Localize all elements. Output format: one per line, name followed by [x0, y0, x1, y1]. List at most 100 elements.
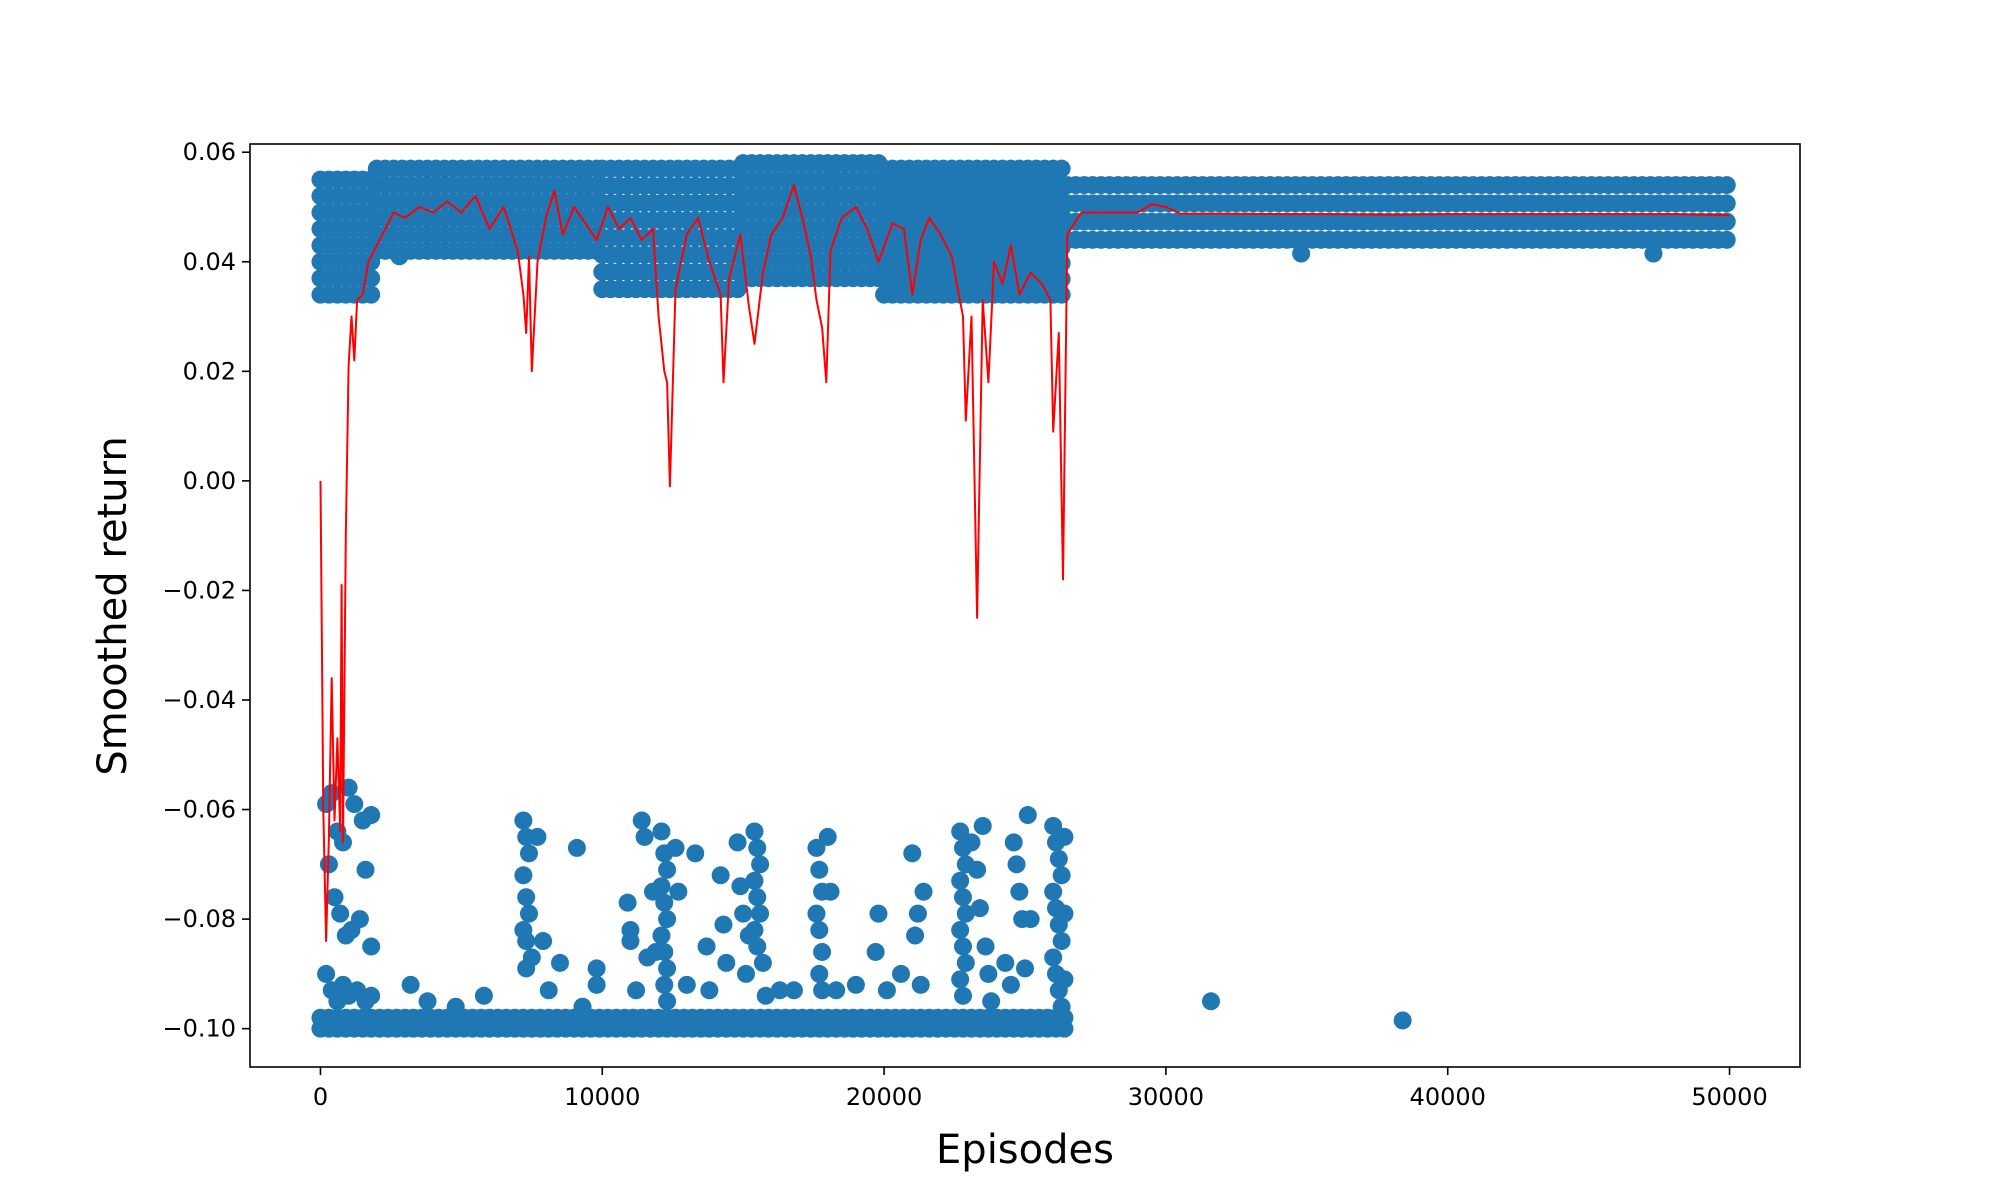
- scatter-point: [658, 910, 677, 929]
- scatter-point: [745, 871, 764, 890]
- scatter-point: [954, 986, 972, 1005]
- y-tick-label: 0.02: [183, 357, 236, 385]
- scatter-point: [976, 937, 995, 956]
- scatter-point: [745, 822, 764, 841]
- scatter-point: [390, 247, 409, 266]
- scatter-point: [520, 904, 538, 923]
- y-tick-label: −0.10: [162, 1015, 236, 1043]
- scatter-point: [517, 932, 536, 951]
- scatter-point: [717, 953, 736, 972]
- scatter-point: [753, 953, 772, 972]
- scatter-point: [810, 964, 829, 983]
- y-axis-title: Smoothed return: [90, 436, 136, 775]
- scatter-point: [1052, 997, 1071, 1016]
- scatter-point: [756, 986, 775, 1005]
- scatter-point: [627, 981, 646, 1000]
- scatter-point: [962, 833, 981, 852]
- scatter-point: [711, 866, 730, 885]
- x-axis: 0 10000 20000 30000 40000 50000: [313, 1067, 1768, 1111]
- scatter-point: [911, 975, 930, 994]
- scatter-point: [951, 871, 970, 890]
- scatter-point: [418, 992, 437, 1011]
- scatter-point: [827, 981, 846, 1000]
- scatter-point: [362, 806, 381, 825]
- scatter-point: [714, 915, 733, 934]
- scatter-point: [748, 888, 767, 907]
- scatter-point: [1052, 269, 1071, 288]
- scatter-point: [401, 975, 420, 994]
- scatter-point: [751, 904, 770, 923]
- scatter-point: [748, 937, 767, 956]
- scatter-point: [951, 822, 970, 841]
- scatter-point: [655, 893, 674, 912]
- scatter-point: [514, 866, 533, 885]
- y-tick-label: 0.06: [183, 138, 236, 166]
- scatter-point: [587, 959, 606, 978]
- scatter-point: [652, 926, 671, 945]
- scatter-point: [968, 860, 987, 879]
- scatter-point: [1052, 159, 1071, 178]
- scatter-point: [567, 838, 586, 857]
- scatter-point: [745, 921, 764, 940]
- scatter-point: [751, 855, 770, 874]
- scatter-point: [325, 888, 344, 907]
- scatter-point: [658, 860, 677, 879]
- plot-area: [311, 154, 1736, 1038]
- scatter-point: [979, 964, 998, 983]
- scatter-point: [534, 932, 553, 951]
- y-tick-label: −0.02: [162, 576, 236, 604]
- x-axis-title: Episodes: [936, 1127, 1114, 1173]
- scatter-point: [1717, 194, 1736, 213]
- scatter-point: [1049, 849, 1068, 868]
- scatter-point: [996, 953, 1015, 972]
- scatter-point: [362, 937, 381, 956]
- scatter-point: [655, 975, 674, 994]
- x-tick-label: 30000: [1128, 1083, 1204, 1111]
- scatter-point: [973, 816, 992, 835]
- scatter-point: [951, 921, 970, 940]
- scatter-point: [1717, 212, 1736, 231]
- x-tick-label: 40000: [1410, 1083, 1486, 1111]
- scatter-point: [677, 975, 696, 994]
- plot-frame: [249, 143, 1801, 1068]
- scatter-point: [810, 860, 829, 879]
- scatter-point: [666, 838, 685, 857]
- scatter-point: [539, 981, 558, 1000]
- x-tick-label: 10000: [564, 1083, 640, 1111]
- y-tick-label: −0.06: [162, 796, 236, 824]
- scatter-point: [1055, 827, 1074, 846]
- scatter-point: [573, 997, 592, 1016]
- scatter-point: [1055, 970, 1074, 989]
- scatter-point: [914, 882, 933, 901]
- scatter-point: [362, 986, 381, 1005]
- y-tick-label: 0.00: [183, 467, 236, 495]
- scatter-point: [356, 860, 375, 879]
- scatter-point: [813, 981, 832, 1000]
- scatter-point: [551, 953, 569, 972]
- scatter-point: [821, 882, 840, 901]
- scatter-point: [748, 838, 767, 857]
- line-series: [319, 184, 1730, 942]
- scatter-point: [954, 888, 972, 907]
- scatter-point: [669, 882, 688, 901]
- scatter-point: [956, 904, 975, 923]
- scatter-point: [731, 877, 750, 896]
- scatter-point: [1018, 806, 1037, 825]
- scatter-point: [1016, 959, 1034, 978]
- scatter-point: [517, 888, 536, 907]
- scatter-point: [652, 822, 671, 841]
- scatter-point: [1052, 932, 1071, 951]
- scatter-point: [474, 986, 493, 1005]
- scatter-point: [350, 910, 369, 929]
- scatter-point: [728, 833, 747, 852]
- scatter-point: [317, 964, 336, 983]
- y-axis: 0.06 0.04 0.02 0.00 −0.02 −0.04 −0.06 −0.08 −0.1…: [162, 138, 250, 1043]
- scatter-point: [618, 893, 637, 912]
- scatter-point: [866, 942, 885, 961]
- scatter-point: [818, 827, 837, 846]
- y-tick-label: −0.08: [162, 905, 236, 933]
- scatter-point: [869, 904, 888, 923]
- scatter-point: [1052, 866, 1071, 885]
- y-tick-label: 0.04: [183, 248, 236, 276]
- scatter-point: [1007, 855, 1026, 874]
